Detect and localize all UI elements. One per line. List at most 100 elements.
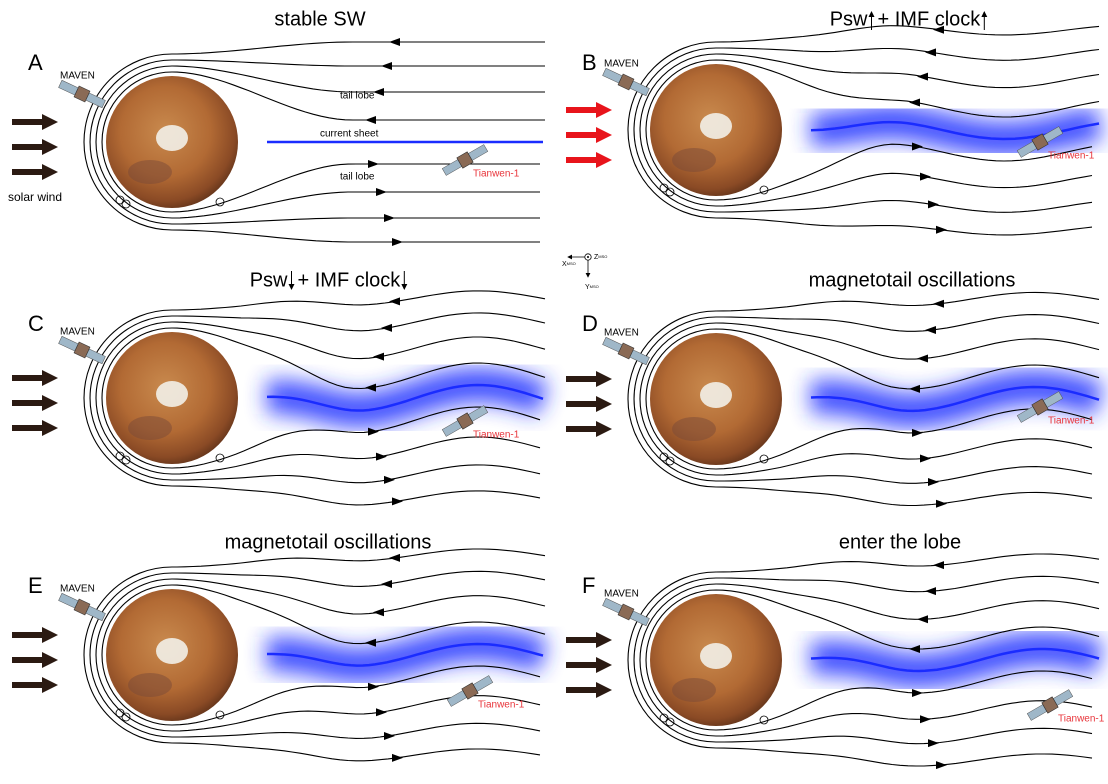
field-loop	[760, 716, 768, 724]
solar-wind-arrow	[12, 627, 58, 643]
field-arrow	[368, 160, 379, 168]
solar-panel	[630, 611, 650, 626]
tianwen-label: Tianwen-1	[473, 169, 520, 180]
x-axis-label: XMSO	[562, 261, 576, 268]
solar-wind-arrow	[12, 114, 58, 130]
spacecraft	[602, 596, 651, 627]
panel-title: enter the lobe	[839, 531, 961, 553]
field-arrow	[368, 683, 379, 691]
solar-wind-arrow	[12, 139, 58, 155]
field-arrow	[365, 116, 376, 124]
y-axis-label: YMSO	[585, 284, 599, 291]
tianwen-label: Tianwen-1	[1058, 714, 1105, 725]
figure: Astable SWMAVENTianwen-1tail lobecurrent…	[0, 0, 1108, 784]
tianwen-label: Tianwen-1	[478, 700, 525, 711]
polar-cap	[156, 638, 188, 664]
solar-wind-arrow	[566, 152, 612, 168]
field-arrow	[365, 384, 376, 392]
solar-panel	[59, 593, 79, 608]
solar-panel	[630, 81, 650, 96]
panel-letter: A	[28, 50, 43, 75]
solar-wind-arrow	[12, 420, 58, 436]
field-loop	[216, 454, 224, 462]
field-arrow	[936, 500, 947, 508]
field-arrow	[365, 639, 376, 647]
current-sheet-glow	[267, 385, 543, 411]
spacecraft	[58, 591, 107, 622]
solar-panel	[59, 80, 79, 95]
field-arrow	[928, 200, 939, 208]
dark-region	[672, 148, 716, 172]
lobe-label: tail lobe	[340, 172, 375, 183]
solar-wind-label: solar wind	[8, 190, 62, 204]
polar-cap	[700, 643, 732, 669]
panel-title: magnetotail oscillations	[225, 531, 432, 553]
field-arrow	[917, 615, 928, 623]
maven-label: MAVEN	[604, 589, 639, 600]
solar-wind-arrow	[12, 164, 58, 180]
panel: Emagnetotail oscillationsMAVENTianwen-1	[12, 531, 545, 762]
field-arrow	[392, 238, 403, 246]
current-sheet-glow	[267, 644, 543, 666]
field-arrow	[384, 732, 395, 740]
panel-title: + IMF clock	[878, 8, 982, 30]
solar-wind-arrow	[566, 632, 612, 648]
dark-region	[672, 417, 716, 441]
field-arrow	[920, 173, 931, 181]
field-arrow	[384, 214, 395, 222]
dark-region	[128, 673, 172, 697]
solar-panel	[603, 598, 623, 613]
tianwen-label: Tianwen-1	[473, 430, 520, 441]
field-arrow	[376, 708, 387, 716]
spacecraft	[602, 335, 651, 366]
field-arrow	[376, 453, 387, 461]
field-arrow	[925, 587, 936, 595]
panel: Astable SWMAVENTianwen-1tail lobecurrent…	[8, 8, 545, 246]
field-arrow	[936, 761, 947, 769]
field-arrow	[933, 561, 944, 569]
solar-wind-arrow	[12, 370, 58, 386]
field-arrow	[909, 385, 920, 393]
lobe-label: tail lobe	[340, 91, 375, 102]
field-arrow	[912, 143, 923, 151]
axes-key: XMSO ZMSO YMSO	[562, 254, 607, 291]
field-arrow	[373, 353, 384, 361]
field-loop	[216, 711, 224, 719]
solar-panel	[86, 349, 106, 364]
field-arrow	[912, 689, 923, 697]
solar-wind-arrow	[566, 396, 612, 412]
panel-title: Psw	[830, 8, 868, 30]
field-arrow	[920, 715, 931, 723]
field-arrow	[917, 73, 928, 81]
panel-letter: C	[28, 311, 44, 336]
solar-panel	[603, 337, 623, 352]
maven-label: MAVEN	[60, 327, 95, 338]
maven-label: MAVEN	[60, 71, 95, 82]
polar-cap	[156, 125, 188, 151]
solar-wind-arrow	[566, 371, 612, 387]
solar-wind-arrow	[12, 677, 58, 693]
panel-letter: B	[582, 50, 597, 75]
field-arrow	[376, 188, 387, 196]
solar-wind-arrow	[566, 421, 612, 437]
field-arrow	[925, 326, 936, 334]
solar-panel	[630, 350, 650, 365]
field-arrow	[933, 300, 944, 308]
z-axis-label: ZMSO	[594, 254, 607, 261]
field-arrow	[909, 645, 920, 653]
field-arrow	[392, 754, 403, 762]
tianwen-label: Tianwen-1	[1048, 416, 1095, 427]
panel-title: stable SW	[274, 8, 365, 30]
tianwen-label: Tianwen-1	[1048, 151, 1095, 162]
solar-wind-arrow	[566, 127, 612, 143]
field-loop	[216, 198, 224, 206]
maven-label: MAVEN	[60, 584, 95, 595]
panel-title: magnetotail oscillations	[809, 269, 1016, 291]
field-arrow	[928, 739, 939, 747]
field-arrow	[389, 38, 400, 46]
field-arrow	[928, 478, 939, 486]
field-arrow	[373, 88, 384, 96]
solar-panel	[59, 336, 79, 351]
